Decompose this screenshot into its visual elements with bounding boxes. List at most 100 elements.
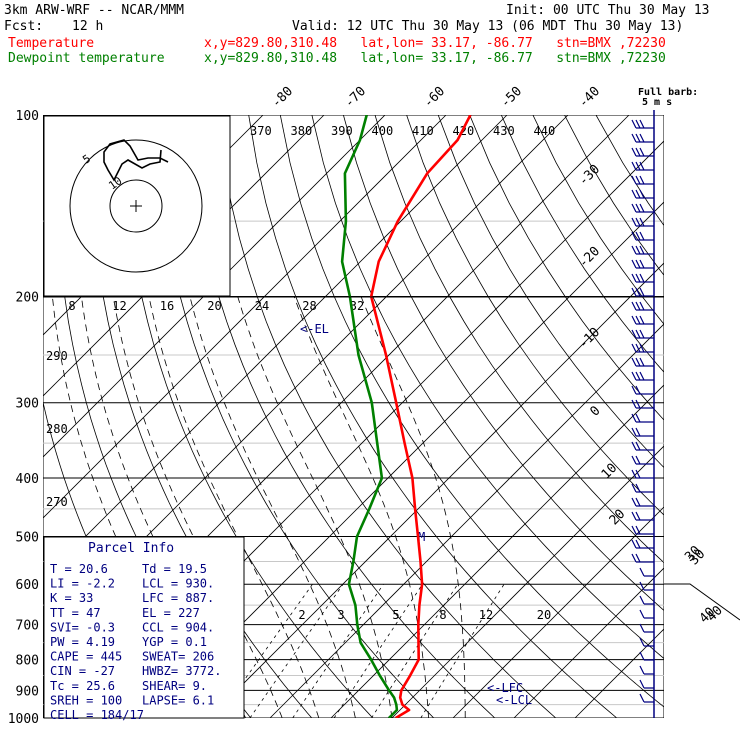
dewpoint-location: x,y=829.80,310.48 lat,lon= 33.17, -86.77… [204, 51, 666, 66]
wind-barb [631, 259, 654, 269]
wind-barb [631, 245, 654, 255]
isotherm-label: -30 [576, 162, 603, 189]
parcel-info-left-value: Tc = 25.6 [50, 679, 115, 693]
isotherm-label: -50 [498, 84, 525, 111]
mixing-ratio-label: 3 [337, 608, 344, 622]
theta-label: 430 [493, 124, 515, 138]
wind-barb [631, 455, 654, 465]
wind-barb [639, 609, 654, 619]
speed-tick-label: 20 [207, 299, 221, 313]
isotherm-label: -70 [342, 84, 369, 111]
isotherm-label: -10 [576, 325, 603, 352]
pressure-tick-label: 600 [16, 578, 39, 593]
wind-barb [631, 441, 654, 451]
wind-barb [631, 273, 654, 283]
wind-barb [631, 287, 654, 297]
parcel-info-title: Parcel Info [88, 541, 174, 556]
wind-barb [631, 301, 654, 311]
parcel-info-right-value: SWEAT= 206 [142, 650, 214, 664]
theta-label: 410 [412, 124, 434, 138]
pressure-tick-label: 300 [16, 397, 39, 412]
wind-barb [631, 315, 654, 325]
init-time: Init: 00 UTC Thu 30 May 13 [506, 3, 710, 18]
dry-adiabat-line [437, 115, 664, 469]
isotherm-label: -80 [269, 84, 296, 111]
parcel-info-left-value: SVI= -0.3 [50, 620, 115, 634]
moist-adiabat-line [148, 296, 320, 718]
theta-side-label: 280 [46, 422, 68, 436]
wind-barb [631, 413, 654, 423]
theta-label: 440 [534, 124, 556, 138]
wind-barb [631, 525, 654, 535]
isotherm-label: 10 [599, 461, 621, 483]
wind-barb [639, 637, 654, 647]
wind-barb [631, 399, 654, 409]
mixing-ratio-line [249, 583, 344, 718]
theta-side-label: 290 [46, 349, 68, 363]
parcel-info-right-value: HWBZ= 3772. [142, 664, 221, 678]
parcel-info-left-value: TT = 47 [50, 606, 101, 620]
mixing-ratio-label: 8 [439, 608, 446, 622]
dry-adiabat-line [153, 115, 435, 718]
wind-barb [631, 119, 654, 129]
wind-barb [631, 161, 654, 171]
valid-time: Valid: 12 UTC Thu 30 May 13 (06 MDT Thu … [292, 19, 684, 34]
parcel-info-left-value: SREH = 100 [50, 693, 122, 707]
pressure-tick-label: 900 [16, 684, 39, 699]
dry-adiabat-line [343, 115, 664, 612]
parcel-info-left-value: PW = 4.19 [50, 635, 115, 649]
parcel-info-right-value: Td = 19.5 [142, 562, 207, 576]
mixing-ratio-label: 2 [298, 608, 305, 622]
parcel-info-left-value: CAPE = 445 [50, 650, 122, 664]
hodograph-ring-inner [109, 179, 163, 233]
mixing-ratio-label: 12 [479, 608, 493, 622]
dry-adiabat-line [279, 115, 664, 708]
mixing-ratio-line [420, 583, 505, 718]
pressure-tick-label: 1000 [8, 712, 39, 727]
dewpoint-legend: Dewpoint temperature [8, 51, 165, 66]
wind-barb [631, 427, 654, 437]
speed-tick-label: 16 [160, 299, 174, 313]
parcel-info-left-value: CELL = 184/17 [50, 708, 144, 722]
isotherm-label: 0 [587, 403, 603, 419]
wind-barb [639, 567, 654, 577]
parcel-info-left-value: K = 33 [50, 591, 93, 605]
dry-adiabat-line [311, 115, 664, 660]
wind-barb [639, 581, 654, 591]
parcel-info-right-value: YGP = 0.1 [142, 635, 207, 649]
wind-barb [631, 203, 654, 213]
parcel-info-right-value: CCL = 904. [142, 620, 214, 634]
isotherm-line [269, 323, 664, 718]
pressure-tick-label: 500 [16, 530, 39, 545]
isotherm-line [208, 262, 664, 718]
speed-tick-label: 28 [302, 299, 316, 313]
temperature-location: x,y=829.80,310.48 lat,lon= 33.17, -86.77… [204, 36, 666, 51]
wind-scale-unit: 5 m s [642, 97, 672, 108]
pressure-tick-label: 200 [16, 291, 39, 306]
wind-barb [631, 469, 654, 479]
wind-barb [631, 175, 654, 185]
wind-barb [639, 679, 654, 689]
wind-barb [631, 497, 654, 507]
forecast-label: Fcst: [4, 19, 44, 34]
el-marker: <-EL [300, 322, 329, 336]
dry-adiabat-line [469, 115, 664, 421]
isotherm-line [391, 445, 664, 718]
isotherm-line [513, 567, 664, 718]
hodograph-ring-outer [69, 139, 203, 273]
isotherm-label: -40 [576, 84, 603, 111]
parcel-info-right-value: SHEAR= 9. [142, 679, 207, 693]
pressure-tick-label: 400 [16, 472, 39, 487]
wind-scale-title: Full barb: [638, 87, 698, 98]
parcel-info-left-value: T = 20.6 [50, 562, 108, 576]
isotherm-label: -60 [421, 84, 448, 111]
mixing-ratio-label: 20 [537, 608, 551, 622]
wind-barb [631, 483, 654, 493]
pressure-tick-label: 800 [16, 654, 39, 669]
pressure-tick-label: 100 [16, 109, 39, 124]
parcel-info-left-value: LI = -2.2 [50, 577, 115, 591]
wind-barb [631, 231, 654, 241]
wind-barb [639, 665, 654, 675]
pressure-tick-label: 700 [16, 619, 39, 634]
